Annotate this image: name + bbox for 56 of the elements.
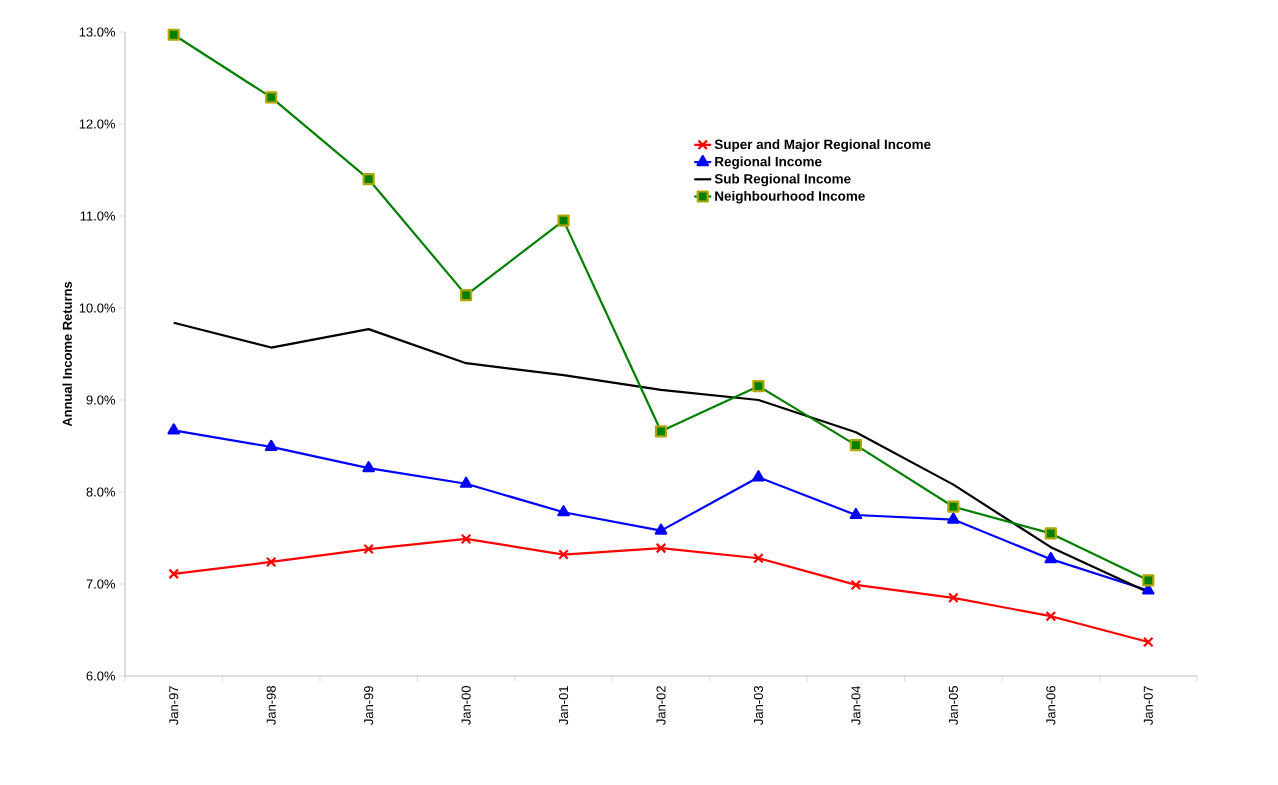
x-tick-label: Jan-02 — [656, 686, 666, 725]
y-tick-label: 7.0% — [86, 579, 116, 589]
point — [655, 542, 667, 554]
point — [557, 214, 570, 227]
point — [459, 476, 473, 488]
point — [459, 289, 473, 302]
point — [753, 552, 764, 564]
point — [265, 556, 277, 568]
point — [849, 438, 863, 452]
point — [1044, 527, 1057, 540]
y-tick-label: 12.0% — [79, 119, 116, 129]
x-tick-label: Jan-04 — [851, 685, 861, 725]
point — [460, 533, 472, 545]
point — [752, 470, 765, 482]
point — [752, 380, 765, 393]
point — [167, 423, 181, 435]
point — [265, 91, 278, 104]
y-tick-label: 9.0% — [86, 395, 116, 405]
x-tick-label: Jan-07 — [1143, 686, 1153, 725]
x-tick-label: Jan-98 — [266, 686, 276, 725]
point — [654, 523, 668, 535]
point — [362, 460, 375, 473]
point — [654, 425, 668, 438]
y-tick-label: 13.0% — [79, 27, 116, 37]
x-tick-label: Jan-05 — [948, 686, 958, 725]
point — [558, 549, 569, 560]
point — [362, 173, 375, 186]
point — [363, 543, 374, 555]
point — [849, 507, 863, 520]
point — [850, 579, 862, 591]
point — [1142, 636, 1154, 648]
point — [557, 505, 570, 517]
point — [1142, 574, 1155, 587]
point — [264, 439, 278, 452]
point — [947, 500, 960, 513]
point — [1044, 552, 1058, 564]
y-axis-title: Annual Income Returns — [62, 281, 72, 427]
point — [167, 28, 180, 41]
y-tick-label: 10.0% — [79, 303, 116, 313]
y-tick-label: 11.0% — [80, 211, 116, 221]
legend-label: Neighbourhood Income — [715, 190, 865, 204]
x-tick-label: Jan-06 — [1046, 686, 1056, 725]
x-tick-label: Jan-99 — [364, 686, 374, 725]
legend-label: Sub Regional Income — [714, 173, 851, 187]
point — [948, 592, 959, 604]
point — [947, 512, 960, 524]
y-tick-label: 8.0% — [86, 487, 116, 497]
legend-label: Super and Major Regional Income — [714, 139, 931, 152]
x-tick-label: Jan-00 — [461, 686, 471, 725]
point — [1045, 610, 1057, 622]
x-tick-label: Jan-03 — [753, 686, 764, 725]
point — [168, 568, 180, 580]
y-tick-label: 6.0% — [86, 671, 116, 681]
x-tick-label: Jan-97 — [169, 686, 179, 725]
x-tick-label: Jan-01 — [558, 686, 569, 725]
legend-label: Regional Income — [715, 156, 822, 170]
